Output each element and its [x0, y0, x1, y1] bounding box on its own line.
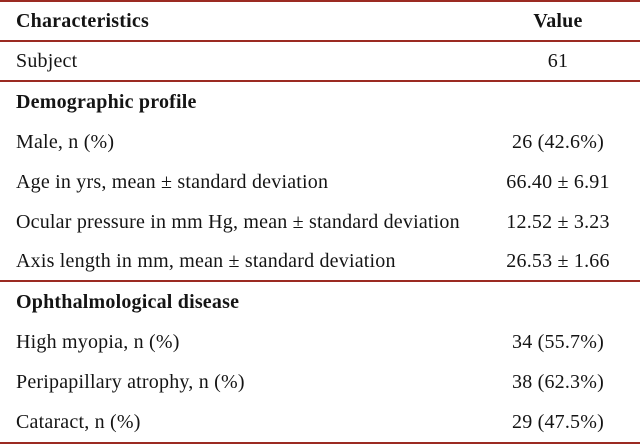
table-row-age: Age in yrs, mean ± standard deviation 66…: [0, 162, 640, 202]
table-row-axis-length: Axis length in mm, mean ± standard devia…: [0, 242, 640, 282]
row-value: 12.52 ± 3.23: [506, 211, 610, 233]
row-value: 66.40 ± 6.91: [506, 171, 610, 193]
table-row-male: Male, n (%) 26 (42.6%): [0, 122, 640, 162]
row-label: Cataract, n (%): [16, 411, 141, 433]
row-label: Male, n (%): [16, 131, 115, 153]
table-row-subject: Subject 61: [0, 42, 640, 82]
row-value: 26.53 ± 1.66: [506, 250, 610, 272]
section-row-demographic-profile: Demographic profile: [0, 82, 640, 122]
table-row-high-myopia: High myopia, n (%) 34 (55.7%): [0, 322, 640, 362]
row-value: 61: [547, 50, 569, 72]
row-label: Axis length in mm, mean ± standard devia…: [16, 250, 396, 272]
section-row-ophthalmological-disease: Ophthalmological disease: [0, 282, 640, 322]
table-row-ocular-pressure: Ocular pressure in mm Hg, mean ± standar…: [0, 202, 640, 242]
row-value: 34 (55.7%): [512, 331, 604, 353]
row-value: 38 (62.3%): [512, 371, 604, 393]
row-label: High myopia, n (%): [16, 331, 180, 353]
section-title: Demographic profile: [16, 91, 197, 113]
table-row-peripapillary-atrophy: Peripapillary atrophy, n (%) 38 (62.3%): [0, 362, 640, 402]
column-header-value: Value: [533, 10, 583, 32]
row-label: Age in yrs, mean ± standard deviation: [16, 171, 329, 193]
row-value: 26 (42.6%): [512, 131, 604, 153]
column-header-characteristics: Characteristics: [16, 10, 149, 32]
section-title: Ophthalmological disease: [16, 291, 240, 313]
row-label: Peripapillary atrophy, n (%): [16, 371, 245, 393]
row-label: Subject: [16, 50, 78, 72]
table-header-row: Characteristics Value: [0, 2, 640, 42]
row-value: 29 (47.5%): [512, 411, 604, 433]
table-row-cataract: Cataract, n (%) 29 (47.5%): [0, 402, 640, 442]
row-label: Ocular pressure in mm Hg, mean ± standar…: [16, 211, 460, 233]
